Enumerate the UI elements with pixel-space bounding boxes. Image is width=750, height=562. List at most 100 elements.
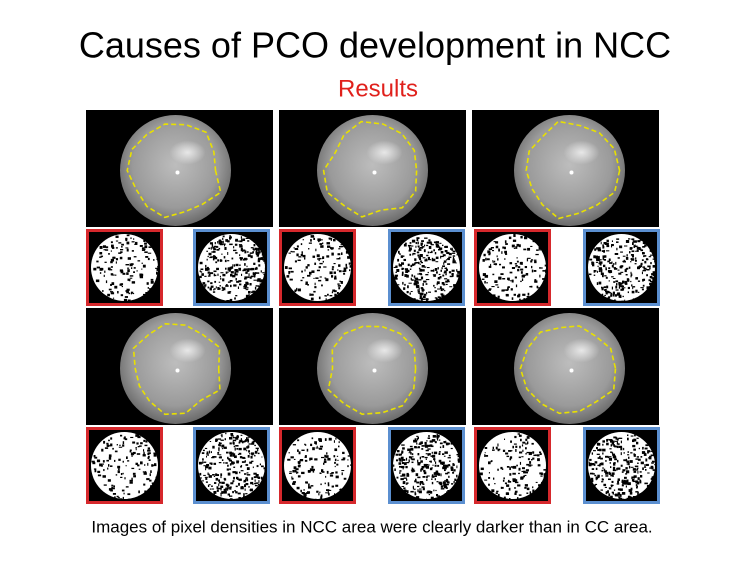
density-speck: [227, 271, 229, 273]
density-speck: [310, 297, 314, 301]
density-speck: [255, 450, 258, 454]
density-speck: [497, 295, 500, 298]
density-speck: [539, 274, 541, 278]
density-speck: [440, 473, 442, 477]
density-speck: [301, 449, 305, 451]
density-speck: [616, 483, 620, 485]
density-speck: [246, 269, 250, 272]
density-speck: [440, 485, 444, 488]
density-speck: [495, 284, 499, 286]
density-speck: [227, 464, 229, 467]
density-speck: [521, 470, 525, 472]
density-speck: [632, 286, 636, 288]
density-speck: [503, 496, 506, 499]
density-speck: [240, 438, 242, 442]
density-speck: [437, 267, 439, 270]
density-speck: [636, 437, 639, 439]
cc-density-image: [388, 427, 465, 504]
density-speck: [312, 255, 316, 258]
density-speck: [255, 249, 258, 252]
density-speck: [517, 484, 521, 487]
density-speck: [619, 296, 622, 298]
density-speck: [431, 439, 436, 442]
density-speck: [207, 472, 209, 476]
density-speck: [213, 493, 215, 496]
density-speck: [238, 244, 243, 246]
density-speck: [415, 496, 420, 499]
density-speck: [318, 296, 321, 300]
density-speck: [94, 456, 98, 459]
density-speck: [106, 442, 109, 445]
density-speck: [502, 246, 505, 249]
density-speck: [428, 453, 431, 456]
density-speck: [492, 250, 495, 252]
density-speck: [416, 299, 419, 302]
density-speck: [614, 268, 618, 270]
density-speck: [506, 455, 510, 458]
density-speck: [637, 280, 641, 282]
density-speck: [223, 488, 227, 491]
density-speck: [146, 282, 149, 285]
density-speck: [309, 293, 311, 296]
density-speck: [296, 245, 299, 248]
density-speck: [502, 278, 506, 280]
density-speck: [290, 250, 292, 253]
density-speck: [539, 472, 543, 475]
density-speck: [502, 449, 506, 452]
density-speck: [488, 483, 490, 486]
density-speck: [120, 294, 124, 297]
density-speck: [301, 471, 305, 475]
density-speck: [516, 260, 519, 263]
density-speck: [401, 267, 404, 271]
density-speck: [442, 244, 444, 247]
density-speck: [333, 239, 336, 242]
density-speck: [598, 464, 601, 467]
density-speck: [424, 466, 428, 468]
density-speck: [515, 479, 518, 482]
density-speck: [440, 288, 443, 292]
density-speck: [608, 271, 611, 274]
density-speck: [129, 277, 133, 279]
density-speck: [241, 456, 245, 459]
density-speck: [631, 290, 635, 294]
density-speck: [206, 464, 210, 467]
density-speck: [605, 291, 608, 295]
density-speck: [497, 258, 499, 261]
density-speck: [208, 473, 210, 476]
density-speck: [523, 475, 525, 478]
density-speck: [621, 484, 624, 487]
density-speck: [110, 250, 112, 252]
density-speck: [652, 265, 656, 268]
density-speck: [139, 445, 142, 447]
density-speck: [494, 280, 498, 283]
density-speck: [251, 441, 255, 444]
density-speck: [452, 255, 456, 257]
density-speck: [525, 471, 529, 474]
density-speck: [147, 447, 151, 450]
density-speck: [337, 253, 341, 256]
density-speck: [149, 288, 151, 291]
density-speck: [402, 447, 405, 450]
density-speck: [646, 269, 648, 271]
density-speck: [497, 443, 499, 447]
density-speck: [137, 436, 141, 439]
density-speck: [605, 471, 609, 475]
density-speck: [626, 470, 630, 474]
density-speck: [442, 283, 446, 286]
density-speck: [426, 244, 429, 247]
density-speck: [401, 473, 406, 477]
density-speck: [150, 278, 154, 281]
density-speck: [402, 281, 404, 285]
density-speck: [251, 460, 254, 463]
density-speck: [217, 287, 221, 290]
density-speck: [634, 263, 637, 265]
density-speck: [245, 237, 249, 240]
density-speck: [629, 247, 633, 250]
density-speck: [399, 466, 402, 468]
density-speck: [507, 286, 510, 289]
density-speck: [318, 447, 323, 450]
density-speck: [431, 258, 436, 262]
density-speck: [495, 245, 499, 249]
density-speck: [536, 454, 540, 457]
density-speck: [205, 264, 207, 268]
